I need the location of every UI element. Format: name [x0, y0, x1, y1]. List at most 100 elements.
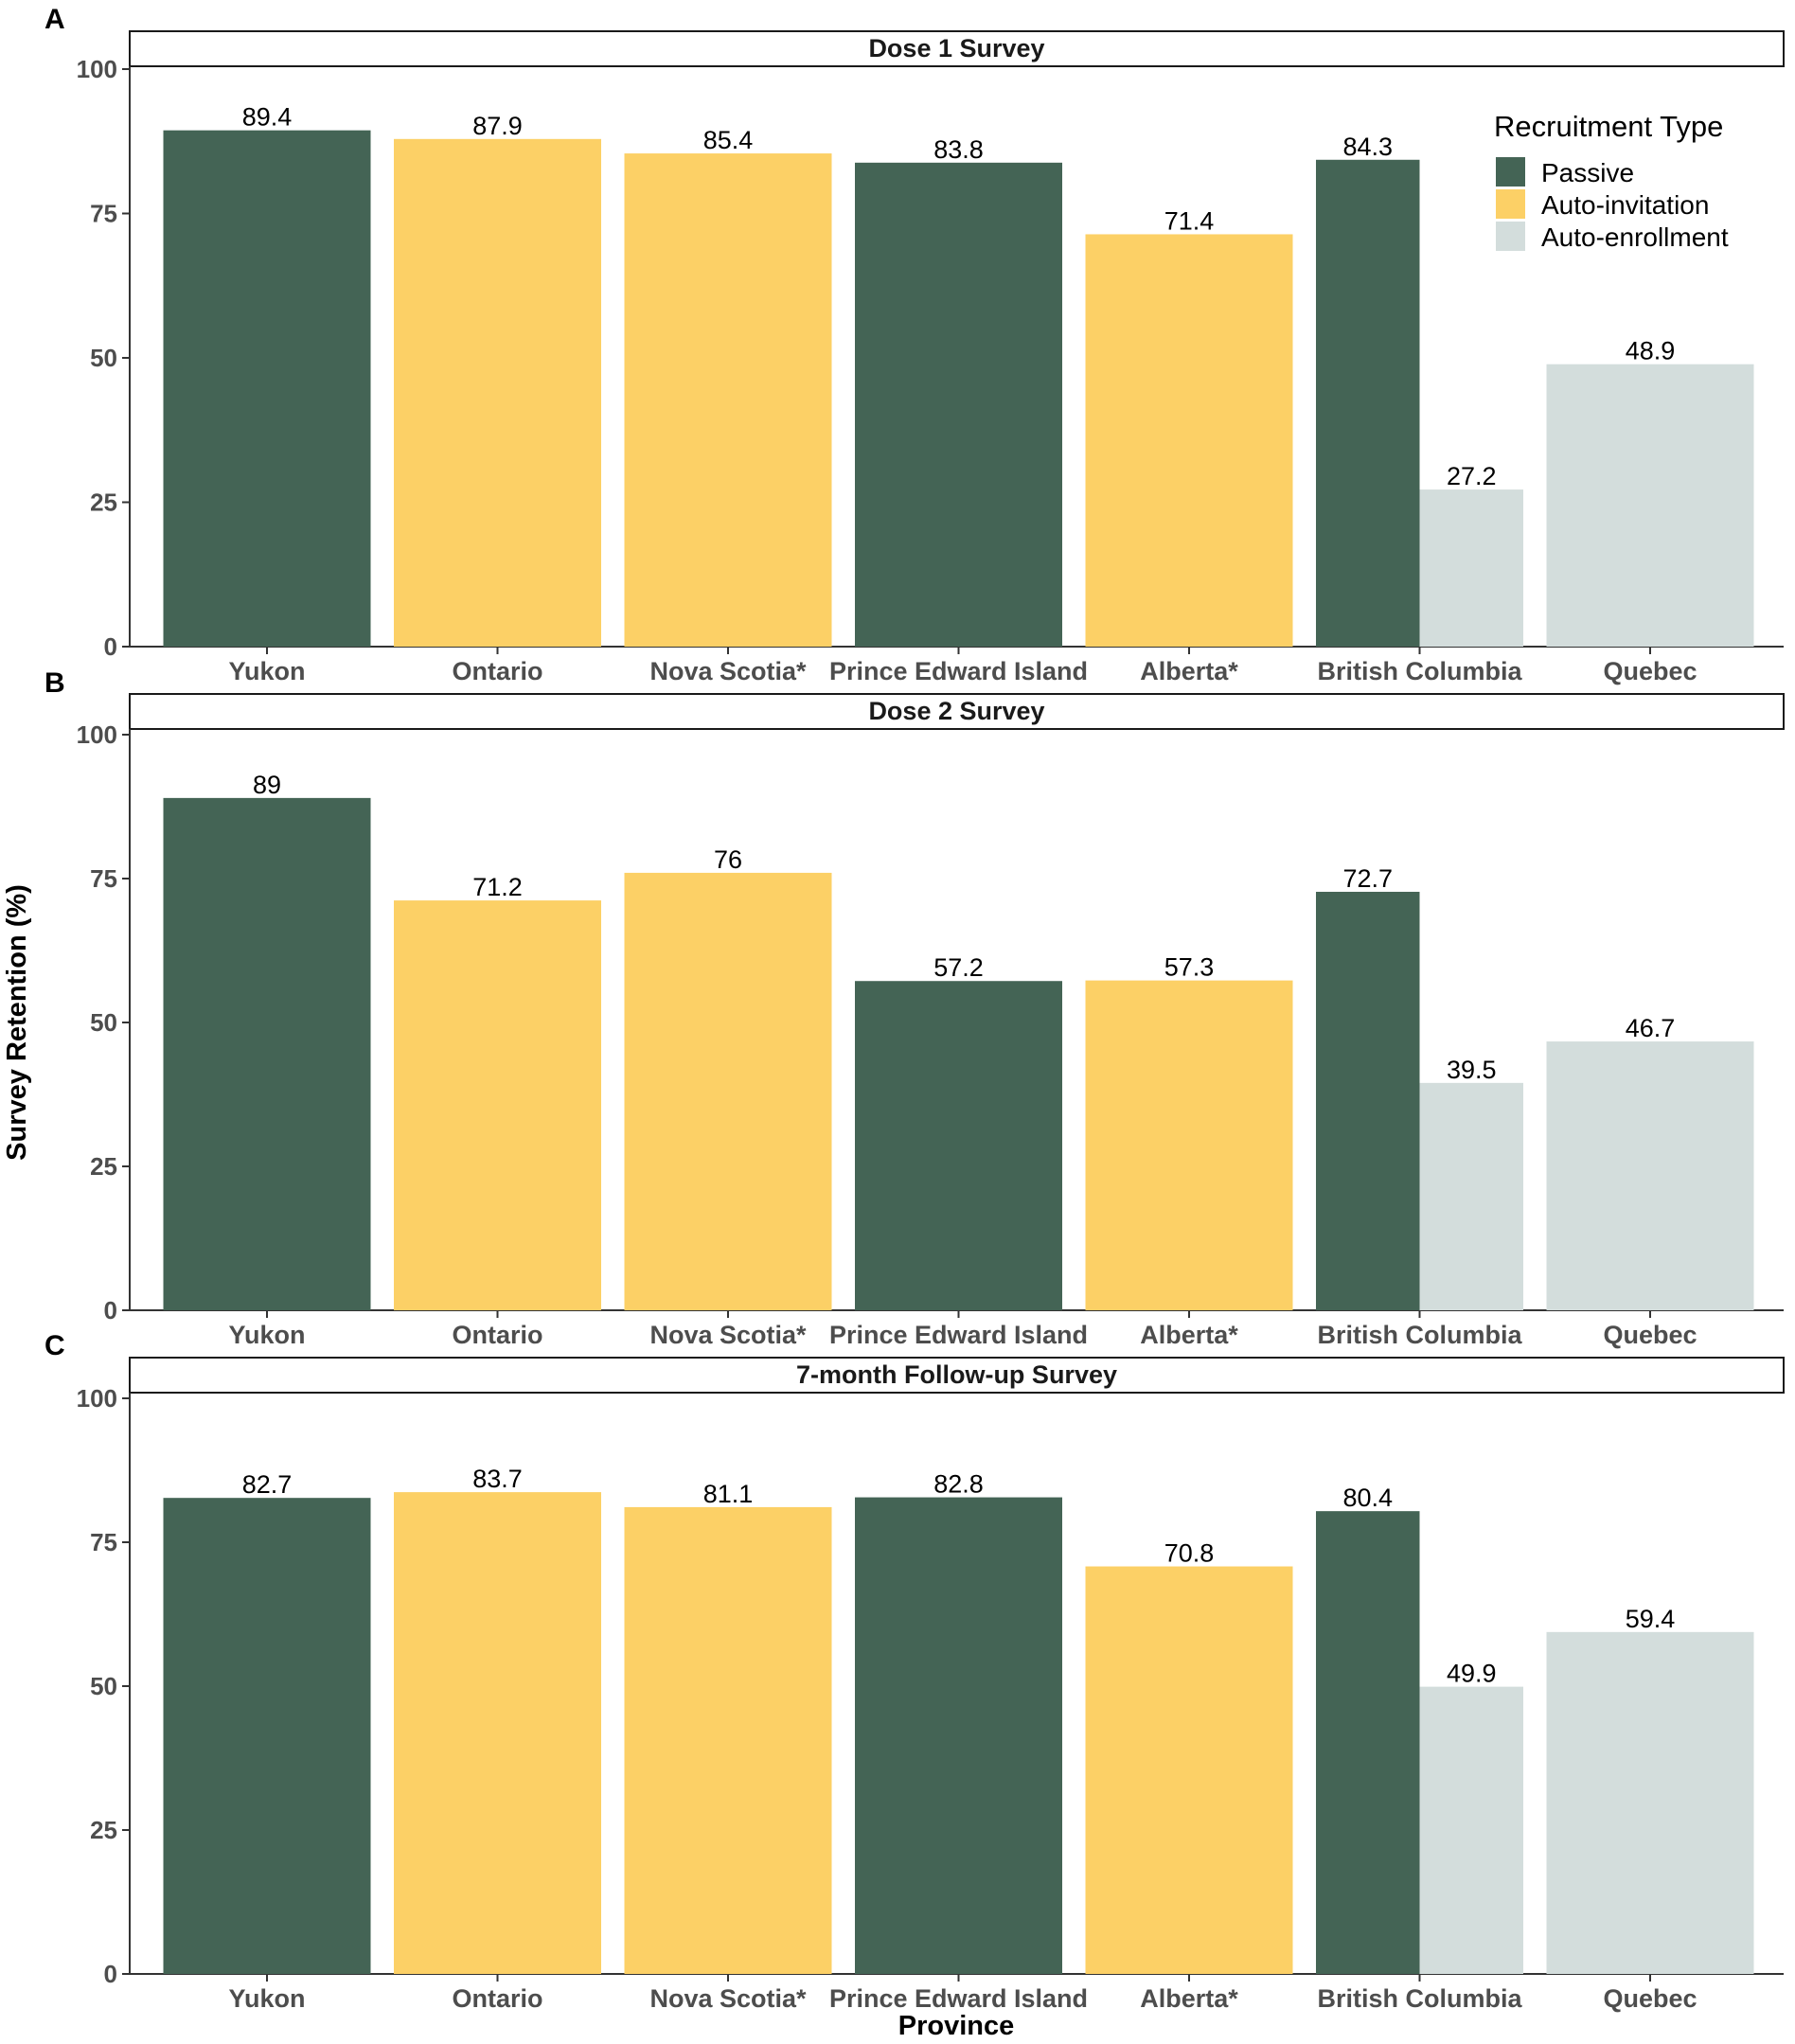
legend: Recruitment Type Passive Auto-invitationAu… [1494, 110, 1729, 252]
panel-b: B Dose 2 Survey 0 25 50 75 100 Yukon Ontario Nova… [44, 667, 1785, 1349]
data-label: 81.1 [703, 1480, 754, 1508]
bar-british-columbia-passive [1316, 891, 1420, 1310]
y-tick-label: 25 [90, 489, 117, 517]
x-tick-label-alberta: Alberta* [1140, 1984, 1238, 2013]
x-tick-label-ontario: Ontario [452, 1321, 542, 1349]
x-tick-label-prince-edward-island: Prince Edward Island [829, 1984, 1088, 2013]
bar-nova-scotia-auto-invitation [624, 153, 832, 647]
data-label: 89.4 [242, 103, 293, 132]
panel-title-strip [129, 693, 1785, 730]
y-tick-label: 50 [90, 1008, 117, 1037]
x-tick-label-british-columbia: British Columbia [1317, 1984, 1522, 2013]
data-label: 83.7 [472, 1465, 523, 1493]
data-label: 46.7 [1626, 1014, 1676, 1042]
legend-swatch-auto-invitation [1496, 189, 1525, 219]
legend-label-auto-enrollment: Auto-enrollment [1541, 222, 1729, 252]
x-tick-label-yukon: Yukon [228, 657, 305, 685]
bar-british-columbia-passive [1316, 1511, 1420, 1974]
y-tick-label: 50 [90, 1672, 117, 1700]
bar-alberta-auto-invitation [1085, 1566, 1293, 1974]
data-label: 80.4 [1342, 1484, 1393, 1512]
data-label: 57.2 [933, 953, 984, 982]
data-label: 71.2 [472, 873, 523, 901]
bar-british-columbia-passive [1316, 159, 1420, 647]
panel-title: 7-month Follow-up Survey [796, 1360, 1117, 1389]
x-tick-label-british-columbia: British Columbia [1317, 1321, 1522, 1349]
panel-a: A Dose 1 Survey 0 25 50 75 100 Yukon Ontario Nova… [44, 4, 1785, 685]
data-label: 71.4 [1164, 206, 1215, 235]
bar-quebec-auto-enrollment [1546, 1631, 1754, 1974]
panel-title-strip [129, 1357, 1785, 1394]
bar-british-columbia-auto-enrollment [1419, 1082, 1523, 1310]
bar-nova-scotia-auto-invitation [624, 1506, 832, 1974]
y-axis-title: Survey Retention (%) [2, 884, 32, 1161]
bar-quebec-auto-enrollment [1546, 1041, 1754, 1310]
bar-yukon-passive [163, 130, 371, 647]
x-tick-label-quebec: Quebec [1603, 1984, 1697, 2013]
bar-quebec-auto-enrollment [1546, 364, 1754, 647]
bar-prince-edward-island-passive [855, 162, 1062, 647]
data-label: 70.8 [1164, 1539, 1215, 1568]
y-tick-label: 100 [77, 55, 117, 83]
x-tick-label-yukon: Yukon [228, 1984, 305, 2013]
y-tick-label: 75 [90, 864, 117, 893]
x-tick-label-prince-edward-island: Prince Edward Island [829, 657, 1088, 685]
y-tick-label: 25 [90, 1152, 117, 1181]
x-tick-label-alberta: Alberta* [1140, 1321, 1238, 1349]
bar-prince-edward-island-passive [855, 981, 1062, 1310]
bar-british-columbia-auto-enrollment [1419, 1686, 1523, 1974]
bar-nova-scotia-auto-invitation [624, 872, 832, 1310]
panel-letter: A [44, 4, 65, 35]
x-tick-label-british-columbia: British Columbia [1317, 657, 1522, 685]
x-tick-label-yukon: Yukon [228, 1321, 305, 1349]
data-label: 49.9 [1447, 1660, 1497, 1688]
y-tick-label: 100 [77, 720, 117, 749]
bar-yukon-passive [163, 1498, 371, 1974]
data-label: 85.4 [703, 126, 754, 154]
data-label: 59.4 [1626, 1605, 1676, 1633]
bar-alberta-auto-invitation [1085, 234, 1293, 647]
legend-swatch-passive [1496, 157, 1525, 187]
panels-group: A Dose 1 Survey 0 25 50 75 100 Yukon Ontario Nova… [44, 4, 1785, 2013]
data-label: 89 [253, 771, 281, 799]
bar-yukon-passive [163, 797, 371, 1310]
legend-title: Recruitment Type [1494, 110, 1723, 143]
panel-letter: C [44, 1330, 65, 1361]
panel-title: Dose 2 Survey [868, 697, 1044, 725]
y-tick-label: 25 [90, 1816, 117, 1844]
data-label: 83.8 [933, 135, 984, 164]
x-axis-title: Province [898, 2011, 1015, 2041]
data-label: 82.7 [242, 1470, 293, 1499]
data-label: 82.8 [933, 1470, 984, 1499]
y-tick-label: 50 [90, 344, 117, 372]
x-tick-label-ontario: Ontario [452, 657, 542, 685]
legend-swatch-auto-enrollment [1496, 222, 1525, 251]
y-tick-label: 0 [104, 1296, 117, 1324]
data-label: 84.3 [1342, 133, 1393, 161]
bar-british-columbia-auto-enrollment [1419, 489, 1523, 647]
legend-label-auto-invitation: Auto-invitation [1541, 190, 1709, 220]
data-label: 27.2 [1447, 462, 1497, 490]
data-label: 72.7 [1342, 864, 1393, 893]
y-tick-label: 100 [77, 1384, 117, 1413]
y-tick-label: 75 [90, 200, 117, 228]
bar-ontario-auto-invitation [394, 138, 601, 647]
data-label: 39.5 [1447, 1056, 1497, 1084]
bar-prince-edward-island-passive [855, 1497, 1062, 1974]
bar-alberta-auto-invitation [1085, 980, 1293, 1310]
x-tick-label-nova-scotia: Nova Scotia* [649, 1321, 807, 1349]
x-tick-label-nova-scotia: Nova Scotia* [649, 1984, 807, 2013]
bar-ontario-auto-invitation [394, 900, 601, 1310]
x-tick-label-prince-edward-island: Prince Edward Island [829, 1321, 1088, 1349]
y-tick-label: 75 [90, 1528, 117, 1556]
x-tick-label-quebec: Quebec [1603, 657, 1697, 685]
data-label: 76 [714, 845, 742, 874]
panel-title: Dose 1 Survey [868, 34, 1044, 62]
x-tick-label-nova-scotia: Nova Scotia* [649, 657, 807, 685]
y-tick-label: 0 [104, 632, 117, 661]
x-tick-label-quebec: Quebec [1603, 1321, 1697, 1349]
y-tick-label: 0 [104, 1960, 117, 1988]
data-label: 48.9 [1626, 337, 1676, 365]
x-tick-label-ontario: Ontario [452, 1984, 542, 2013]
